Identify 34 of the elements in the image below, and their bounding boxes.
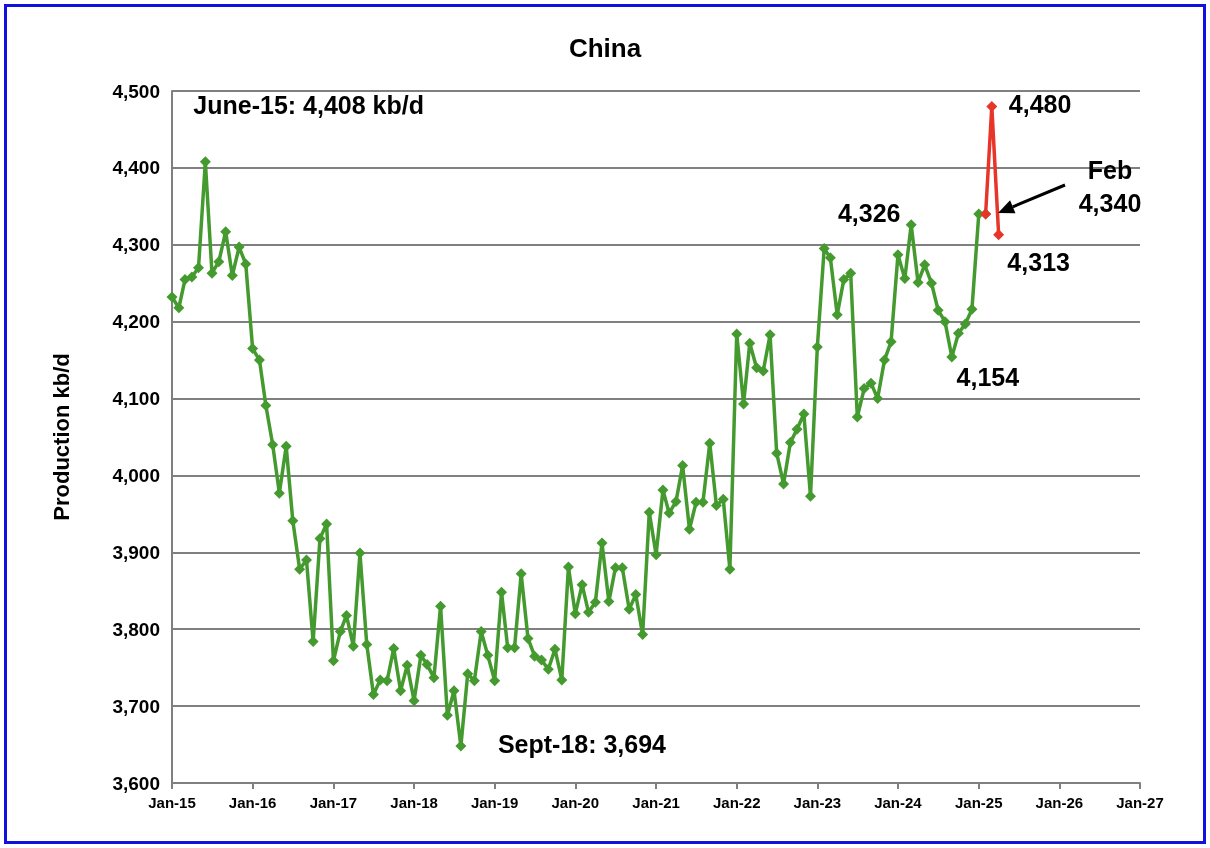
annotation: Sept-18: 3,694 — [497, 730, 667, 759]
x-tick-label: Jan-15 — [148, 794, 196, 811]
y-tick-label: 3,600 — [112, 772, 160, 794]
y-tick-label: 3,900 — [112, 541, 160, 563]
annotation: June-15: 4,408 kb/d — [193, 90, 425, 119]
annotation: 4,480 — [1008, 90, 1072, 119]
x-tick-label: Jan-20 — [551, 794, 600, 811]
x-tick-label: Jan-27 — [1116, 794, 1164, 811]
y-tick-label: 4,300 — [112, 234, 160, 256]
x-tick-label: Jan-23 — [793, 794, 842, 811]
annotation: 4,326 — [837, 198, 901, 227]
x-tick-label: Jan-21 — [632, 794, 680, 811]
x-tick-label: Jan-19 — [470, 794, 519, 811]
x-tick-label: Jan-18 — [390, 794, 438, 811]
chart-title: China — [568, 33, 642, 63]
annotation: Feb 4,340 — [1078, 155, 1142, 217]
annotation: 4,154 — [956, 363, 1020, 392]
x-tick-label: Jan-25 — [955, 794, 1003, 811]
point — [993, 229, 1005, 241]
x-tick-label: Jan-17 — [309, 794, 358, 811]
x-tick-label: Jan-26 — [1035, 794, 1084, 811]
y-tick-label: 3,800 — [112, 618, 160, 640]
annotation: 4,313 — [1007, 247, 1070, 276]
y-tick-label: 4,100 — [112, 388, 160, 410]
y-axis-title: Production kb/d — [48, 353, 74, 521]
y-tick-label: 4,400 — [112, 157, 160, 179]
y-tick-label: 4,200 — [112, 311, 160, 333]
y-tick-label: 4,500 — [112, 80, 160, 102]
y-tick-label: 3,700 — [112, 695, 160, 717]
point — [986, 100, 998, 112]
x-tick-label: Jan-16 — [228, 794, 277, 811]
x-tick-label: Jan-24 — [874, 794, 923, 811]
x-tick-label: Jan-22 — [712, 794, 761, 811]
y-tick-label: 4,000 — [112, 464, 160, 486]
